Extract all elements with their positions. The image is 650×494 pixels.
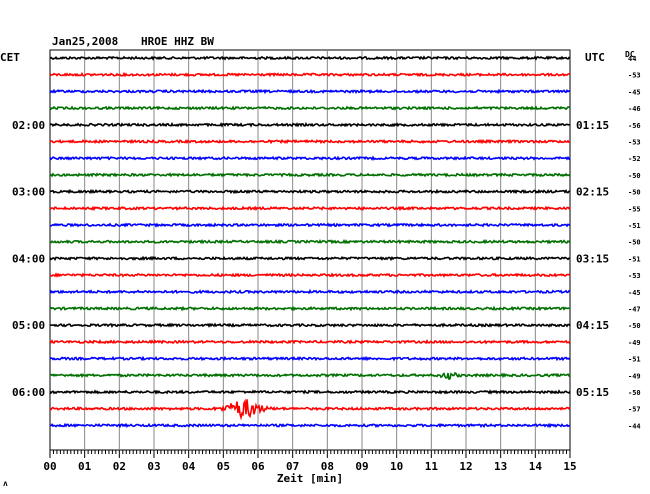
trace-18 [49,355,571,362]
cet-label-0400: 04:00 [12,252,45,265]
dc-offset-22: -44 [628,422,641,430]
x-axis-label: Zeit [min] [277,472,343,485]
trace-20 [49,389,571,395]
x-tick-label-15: 15 [563,460,576,473]
x-tick-label-08: 08 [321,460,334,473]
dc-offset-21: -57 [628,406,641,414]
x-tick-label-09: 09 [355,460,368,473]
dc-offset-2: -45 [628,88,641,96]
x-tick-labels: 00 01 02 03 04 05 06 07 08 09 10 11 12 13 14 15 [43,460,576,473]
trace-6 [49,155,571,161]
x-axis-ticks [49,450,571,458]
cet-label-0600: 06:00 [12,386,45,399]
dc-offset-15: -47 [628,306,641,314]
trace-19 [50,371,571,381]
utc-label-0415: 04:15 [576,319,609,332]
dc-offset-9: -55 [628,205,641,213]
x-tick-label-03: 03 [147,460,160,473]
trace-0 [49,55,571,61]
trace-13 [49,272,571,278]
dc-offset-8: -50 [628,189,641,197]
x-tick-label-02: 02 [113,460,126,473]
trace-8 [49,188,571,195]
x-tick-label-00: 00 [43,460,56,473]
utc-label-0215: 02:15 [576,186,609,199]
dc-offset-17: -49 [628,339,641,347]
dc-offset-5: -53 [628,139,641,147]
x-tick-label-14: 14 [529,460,543,473]
dc-offset-7: -50 [628,172,641,180]
trace-16 [50,322,571,329]
trace-14 [49,288,571,295]
x-tick-label-05: 05 [217,460,230,473]
date-title: Jan25,2008 [52,35,118,48]
trace-9 [49,205,571,212]
station-title: HROE HHZ BW [141,35,214,48]
left-zone-label: CET [0,51,20,64]
trace-1 [49,71,570,78]
dc-offset-1: -53 [628,72,641,80]
dc-offset-10: -51 [628,222,641,230]
dc-offset-19: -49 [628,372,641,380]
dc-offset-14: -45 [628,289,641,297]
right-zone-label: UTC [585,51,605,64]
dc-offset-11: -50 [628,239,641,247]
dc-offset-16: -50 [628,322,641,330]
dc-offset-labels: 44 -53 -45 -46 -56 -53 -52 -50 -50 -55 -51 -50 -51 -5… [628,55,641,430]
dc-offset-6: -52 [628,155,641,163]
cet-label-0300: 03:00 [12,186,45,199]
cet-label-0200: 02:00 [12,119,45,132]
utc-time-labels: 01:15 02:15 03:15 04:15 05:15 [576,119,609,399]
utc-label-0515: 05:15 [576,386,609,399]
trace-17 [49,339,571,345]
dc-header-label: DC [625,50,635,59]
dc-offset-18: -51 [628,356,641,364]
plot-area [49,49,571,451]
x-tick-label-06: 06 [251,460,265,473]
trace-4 [49,121,571,128]
utc-label-0115: 01:15 [576,119,609,132]
cet-time-labels: 02:00 03:00 04:00 05:00 06:00 [12,119,45,399]
dc-offset-12: -51 [628,255,641,263]
x-tick-label-12: 12 [459,460,472,473]
x-tick-label-10: 10 [390,460,403,473]
trace-5 [49,138,571,145]
trace-3 [49,105,571,111]
dc-offset-13: -53 [628,272,641,280]
cet-label-0500: 05:00 [12,319,45,332]
corner-mark: ʌ [3,479,8,488]
trace-21 [49,398,571,421]
trace-7 [49,172,571,178]
x-tick-label-07: 07 [286,460,299,473]
trace-2 [49,88,571,95]
dc-offset-3: -46 [628,105,641,113]
trace-12 [49,255,570,262]
trace-10 [50,222,570,228]
x-tick-label-04: 04 [182,460,196,473]
x-tick-label-13: 13 [494,460,507,473]
dc-offset-20: -50 [628,389,641,397]
x-tick-label-01: 01 [78,460,92,473]
trace-group [49,55,571,429]
trace-22 [49,422,571,429]
dc-offset-4: -56 [628,122,641,130]
utc-label-0315: 03:15 [576,252,609,265]
grid-lines [84,50,536,450]
dc-offset-0: 44 [628,55,636,63]
trace-11 [49,238,571,245]
x-tick-label-11: 11 [425,460,439,473]
trace-15 [49,305,571,312]
